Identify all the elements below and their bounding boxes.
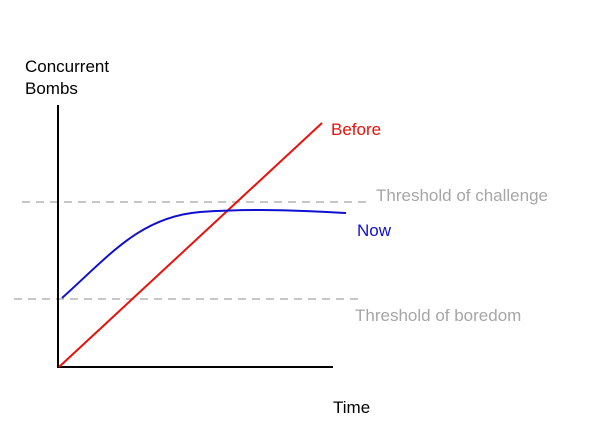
threshold-challenge-label: Threshold of challenge (376, 186, 548, 205)
now-label: Now (357, 221, 392, 240)
x-axis-label: Time (333, 398, 370, 417)
before-line (58, 122, 323, 368)
y-axis-label-line1: Concurrent (25, 57, 109, 76)
now-curve (61, 209, 347, 299)
y-axis-label-line2: Bombs (25, 79, 78, 98)
threshold-boredom-label: Threshold of boredom (355, 306, 521, 325)
before-label: Before (331, 120, 381, 139)
